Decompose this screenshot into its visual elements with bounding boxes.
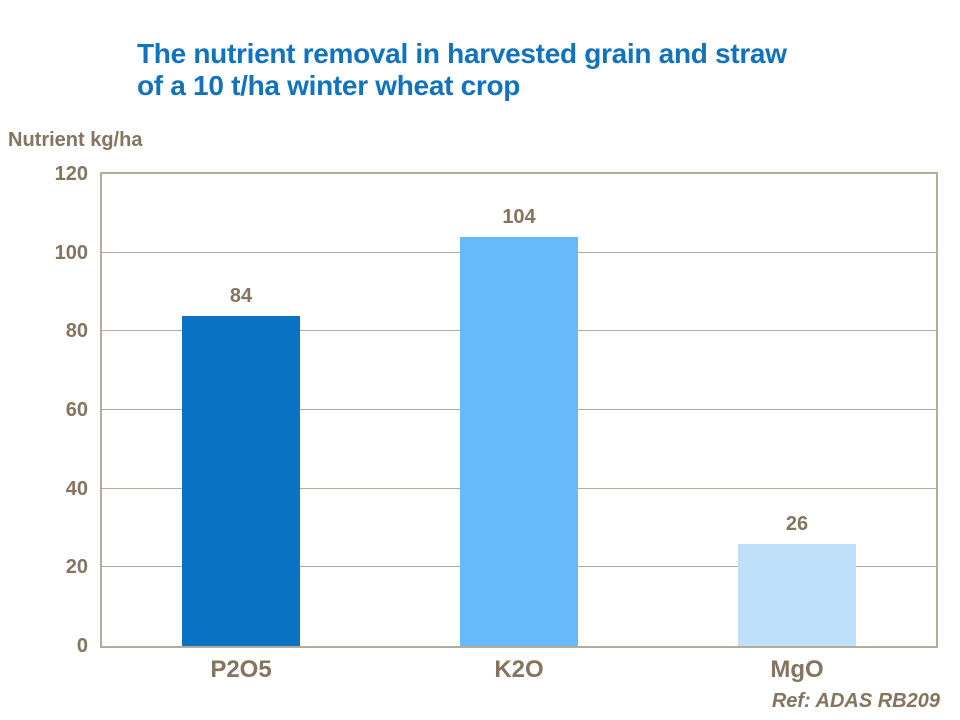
reference-note: Ref: ADAS RB209 <box>771 690 940 712</box>
y-axis-ticks: 0 20 40 60 80 100 120 <box>16 163 88 657</box>
chart-title-line2: of a 10 t/ha winter wheat crop <box>137 70 521 101</box>
x-tick-label: P2O5 <box>210 656 272 683</box>
bar-value-label: 26 <box>785 512 809 535</box>
plot-area: 84 104 26 <box>100 172 938 648</box>
chart-title-line1: The nutrient removal in harvested grain … <box>137 38 787 69</box>
bar-value-label: 84 <box>229 284 253 307</box>
y-tick-label: 80 <box>65 320 88 343</box>
chart-title: The nutrient removal in harvested grain … <box>137 38 937 102</box>
x-axis-labels: P2O5 K2O MgO <box>102 656 936 688</box>
y-axis-title: Nutrient kg/ha <box>8 129 143 151</box>
x-tick-label: MgO <box>770 656 824 683</box>
bar-value-label: 104 <box>502 205 536 228</box>
y-tick-label: 60 <box>65 399 88 421</box>
y-tick-label: 40 <box>65 477 88 500</box>
bar-mgo <box>738 543 856 646</box>
y-tick-label: 100 <box>54 241 88 264</box>
bar-p2o5 <box>182 315 300 646</box>
y-tick-label: 120 <box>54 163 88 185</box>
y-tick-label: 20 <box>65 556 88 579</box>
y-tick-label: 0 <box>76 635 88 657</box>
bar-k2o <box>460 236 578 646</box>
x-tick-label: K2O <box>494 656 544 683</box>
